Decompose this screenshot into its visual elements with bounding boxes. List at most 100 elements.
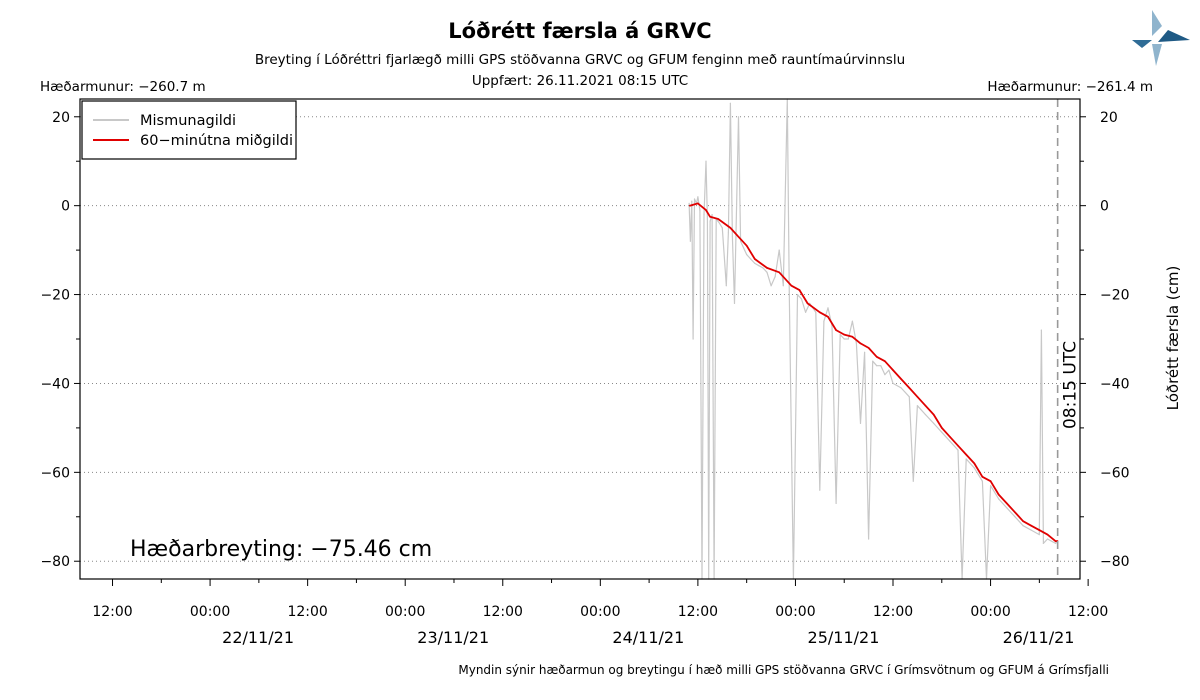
median-point (900, 378, 902, 380)
median-point (932, 413, 935, 416)
median-point (754, 258, 756, 260)
median-point (835, 329, 837, 331)
raw-point (778, 249, 780, 251)
legend-median-label: 60−minútna miðgildi (140, 133, 293, 149)
raw-point (770, 285, 772, 287)
median-point (697, 202, 699, 205)
raw-point (796, 294, 799, 296)
x-tick-label: 00:00 (385, 604, 425, 620)
raw-point (888, 369, 890, 371)
x-date-label: 25/11/21 (808, 628, 880, 647)
raw-point (729, 102, 732, 104)
raw-point (758, 265, 760, 267)
raw-point (788, 294, 790, 296)
raw-point (744, 249, 746, 251)
raw-point (705, 160, 707, 162)
legend-raw-label: Mismunagildi (140, 113, 236, 129)
y-tick-label-right: −40 (1100, 376, 1130, 392)
median-point (1038, 529, 1041, 531)
raw-point (766, 271, 768, 273)
raw-point (876, 365, 878, 367)
median-point (989, 480, 992, 483)
raw-point (981, 480, 984, 482)
legend: Mismunagildi 60−minútna miðgildi (81, 100, 297, 160)
raw-point (990, 485, 992, 487)
raw-point (933, 422, 935, 424)
logo-icon (1132, 10, 1190, 66)
raw-point (1014, 516, 1016, 518)
raw-point (973, 467, 975, 469)
x-tick-label: 12:00 (678, 604, 718, 620)
legend-box (81, 100, 297, 160)
median-point (709, 216, 711, 218)
footer-caption: Myndin sýnir hæðarmun og breytingu í hæð… (458, 663, 1109, 677)
time-marker: 08:15 UTC (1056, 99, 1081, 579)
raw-point (740, 240, 742, 242)
median-point (705, 209, 707, 211)
raw-point (721, 227, 723, 229)
raw-point (691, 200, 693, 202)
raw-point (884, 374, 886, 376)
median-point (798, 289, 801, 291)
median-point (884, 360, 886, 363)
median-point (916, 396, 919, 398)
y-tick-label-right: 0 (1100, 199, 1109, 215)
raw-point (900, 387, 902, 389)
median-point (1022, 520, 1024, 522)
median-point (1006, 502, 1008, 505)
x-tick-label: 00:00 (190, 604, 230, 620)
median-point (981, 476, 984, 478)
raw-point (762, 267, 764, 269)
raw-point (711, 214, 713, 216)
y-tick-label-left: −20 (40, 288, 70, 304)
median-point (867, 347, 870, 349)
raw-point (815, 311, 817, 313)
raw-point (839, 334, 841, 336)
chart-title: Lóðrétt færsla á GRVC (448, 19, 711, 43)
y-tick-label-right: −80 (1100, 554, 1130, 570)
raw-point (823, 320, 825, 322)
raw-series (688, 98, 1059, 580)
raw-point (855, 342, 858, 344)
median-point (957, 444, 959, 447)
median-point (1014, 511, 1016, 514)
median-series (689, 202, 1059, 543)
x-tick-label: 12:00 (483, 604, 523, 620)
raw-point (892, 382, 894, 384)
median-point (717, 218, 719, 220)
raw-point (908, 396, 910, 398)
x-date-label: 26/11/21 (1003, 628, 1075, 647)
raw-line (688, 98, 1059, 580)
raw-point (924, 414, 927, 416)
raw-point (941, 431, 943, 433)
raw-point (859, 422, 862, 424)
raw-point (692, 338, 694, 340)
median-point (729, 227, 732, 229)
raw-point (703, 214, 705, 216)
plot-frame (79, 98, 1081, 580)
y-tick-label-right: 20 (1100, 110, 1118, 126)
raw-point (689, 240, 692, 242)
raw-point (1038, 534, 1040, 536)
raw-point (733, 302, 736, 304)
median-point (737, 236, 740, 238)
x-date-label: 23/11/21 (417, 628, 489, 647)
left-height-offset: Hæðarmunur: −260.7 m (40, 79, 206, 95)
raw-point (880, 365, 882, 367)
raw-point (851, 320, 854, 322)
median-point (827, 316, 829, 318)
median-point (1030, 524, 1032, 527)
raw-point (688, 202, 690, 204)
y-tick-label-right: −60 (1100, 465, 1130, 481)
raw-point (819, 489, 821, 491)
raw-point (693, 198, 696, 200)
raw-point (805, 311, 807, 313)
median-point (745, 244, 748, 247)
raw-point (868, 538, 870, 540)
median-point (875, 356, 878, 358)
median-point (973, 462, 976, 465)
raw-point (706, 218, 709, 220)
raw-point (774, 276, 776, 278)
raw-point (1055, 542, 1057, 545)
